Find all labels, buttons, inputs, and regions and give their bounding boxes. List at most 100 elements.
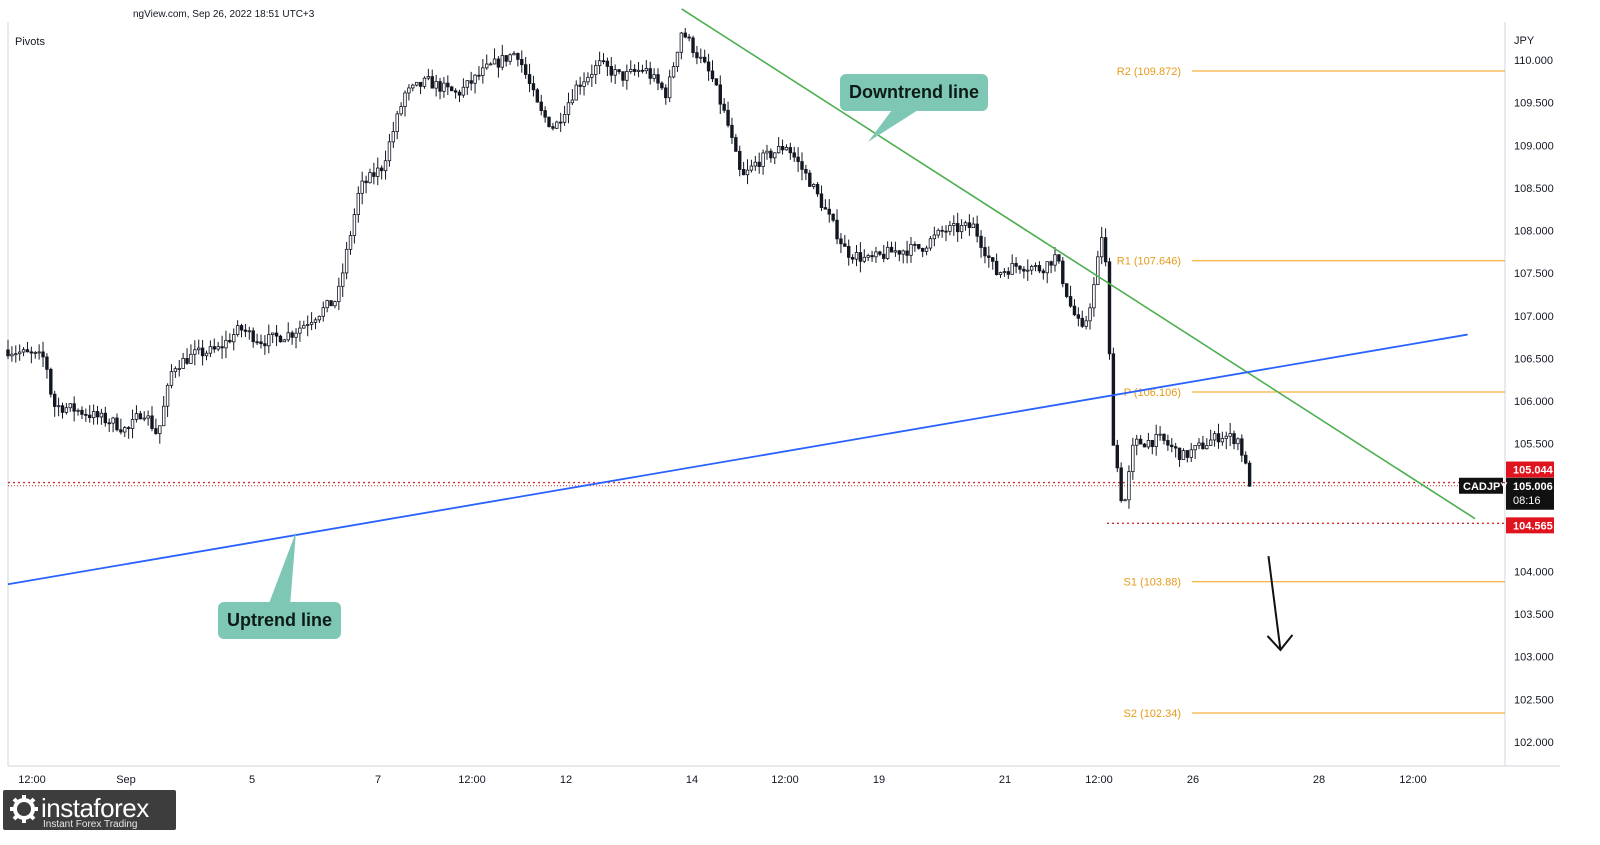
- candle-body: [1127, 471, 1131, 501]
- candle-body: [1138, 438, 1143, 445]
- candle-body: [1045, 261, 1049, 274]
- candle-body: [212, 346, 216, 350]
- downtrend-line: [681, 8, 1476, 520]
- candle-body: [1041, 270, 1046, 274]
- candle-body: [792, 152, 796, 158]
- candle-body: [699, 56, 703, 59]
- candle-body: [1026, 269, 1030, 272]
- candle-body: [757, 161, 761, 167]
- candle-body: [407, 87, 411, 94]
- candle-body: [228, 339, 232, 343]
- candle-body: [317, 315, 322, 321]
- candle-body: [469, 80, 473, 84]
- candle-body: [523, 64, 528, 75]
- x-tick-label: 7: [375, 774, 381, 786]
- candle-body: [321, 307, 325, 317]
- candle-body: [150, 415, 154, 429]
- candle-body: [1189, 449, 1193, 458]
- candle-body: [1146, 440, 1151, 448]
- candle-body: [60, 405, 65, 413]
- candle-body: [924, 247, 929, 252]
- y-tick-label: 109.500: [1514, 98, 1554, 110]
- x-tick-label: 12: [560, 774, 572, 786]
- candle-body: [372, 172, 376, 177]
- candle-body: [25, 349, 30, 353]
- uptrend-line: [7, 333, 1468, 586]
- candle-body: [1197, 442, 1201, 446]
- candle-body: [130, 419, 135, 429]
- candle-body: [901, 250, 905, 255]
- candle-body: [936, 229, 940, 236]
- candle-body: [477, 74, 481, 77]
- y-tick-label: 106.000: [1514, 396, 1554, 408]
- candle-body: [753, 161, 758, 167]
- instaforex-logo: instaforex Instant Forex Trading: [3, 790, 176, 830]
- candle-body: [664, 87, 668, 99]
- candle-body: [185, 358, 189, 364]
- candle-body: [948, 225, 952, 232]
- candle-body: [99, 412, 104, 418]
- candle-body: [64, 407, 69, 413]
- candle-body: [364, 180, 368, 184]
- candle-body: [850, 256, 855, 260]
- candle-body: [1076, 314, 1081, 319]
- candle-body: [1061, 260, 1065, 285]
- candle-body: [41, 351, 45, 358]
- candle-body: [391, 131, 396, 143]
- candle-body: [204, 352, 209, 357]
- candle-body: [1092, 284, 1096, 309]
- y-tick-label: 106.500: [1514, 353, 1554, 365]
- candle-body: [473, 74, 477, 84]
- candle-body: [998, 272, 1003, 275]
- candle-body: [706, 61, 711, 72]
- candle-body: [578, 84, 582, 87]
- candle-body: [68, 403, 72, 409]
- candle-body: [718, 84, 722, 105]
- candle-body: [710, 70, 715, 80]
- candle-body: [695, 52, 699, 59]
- candle-body: [91, 411, 96, 419]
- candle-body: [991, 257, 995, 262]
- candle-body: [920, 247, 925, 252]
- candle-body: [220, 346, 224, 349]
- indicator-label: Pivots: [15, 36, 45, 48]
- candle-body: [305, 324, 310, 326]
- pivot-label: S1 (103.88): [1124, 577, 1181, 589]
- candle-body: [1220, 438, 1225, 443]
- candle-body: [796, 156, 800, 162]
- candle-body: [823, 207, 828, 210]
- candle-body: [126, 427, 131, 429]
- candle-body: [862, 256, 866, 262]
- candle-body: [854, 252, 859, 260]
- candle-body: [1072, 305, 1077, 316]
- candle-body: [33, 352, 37, 354]
- candle-body: [932, 234, 937, 240]
- candle-body: [1103, 237, 1108, 263]
- candle-body: [597, 60, 602, 67]
- candle-body: [1185, 450, 1190, 458]
- candle-body: [270, 332, 275, 336]
- countdown-label: 08:16: [1513, 495, 1541, 507]
- x-tick-label: 19: [873, 774, 885, 786]
- y-tick-label: 102.500: [1514, 694, 1554, 706]
- candle-body: [955, 223, 960, 233]
- candle-body: [660, 82, 664, 89]
- candle-body: [1123, 499, 1127, 502]
- x-tick-label: 12:00: [458, 774, 486, 786]
- down-arrow-icon: [1267, 556, 1282, 651]
- candle-body: [765, 150, 769, 154]
- candle-body: [453, 90, 458, 93]
- candle-body: [1205, 445, 1209, 450]
- candle-body: [500, 55, 505, 68]
- x-tick-label: Sep: [116, 774, 136, 786]
- candle-body: [987, 255, 991, 259]
- candle-body: [858, 252, 863, 262]
- x-tick-label: 14: [686, 774, 698, 786]
- candle-body: [263, 343, 267, 347]
- candle-body: [173, 368, 178, 373]
- axes-layer: JPY 110.000 109.500 109.000 108.500 108.000 10…: [18, 35, 1554, 786]
- candle-body: [80, 409, 84, 415]
- x-tick-label: 28: [1313, 774, 1325, 786]
- candle-body: [594, 65, 598, 75]
